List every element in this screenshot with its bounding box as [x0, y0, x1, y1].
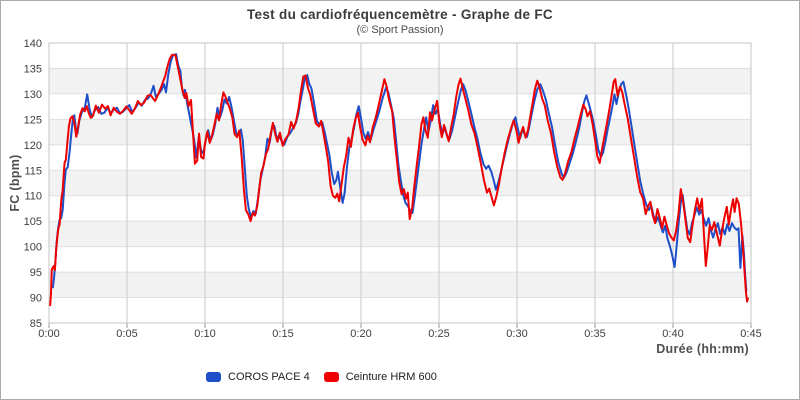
y-tick-label: 85	[30, 318, 42, 330]
series-line-1	[49, 53, 749, 307]
series-line-0	[51, 53, 748, 292]
x-tick-label: 0:45	[740, 328, 761, 340]
plot-bands	[49, 68, 751, 298]
legend-swatch-icon	[206, 372, 221, 382]
y-tick-label: 115	[24, 165, 42, 177]
x-tick-label: 0:35	[584, 328, 605, 340]
legend-item-0: COROS PACE 4	[206, 371, 310, 383]
y-tick-label: 140	[24, 38, 42, 50]
x-tick-label: 0:15	[272, 328, 293, 340]
x-tick-label: 0:25	[428, 328, 449, 340]
x-tick-label: 0:00	[38, 328, 59, 340]
legend-label: Ceinture HRM 600	[345, 371, 437, 383]
legend-label: COROS PACE 4	[228, 371, 310, 383]
legend-swatch-icon	[323, 372, 339, 382]
chart-subtitle: (© Sport Passion)	[356, 24, 444, 36]
x-tick-label: 0:10	[194, 328, 215, 340]
x-tick-labels: 0:00 0:05 0:10 0:15 0:20 0:25 0:30 0:35 0:40 0:45	[38, 328, 761, 340]
y-tick-label: 120	[24, 140, 42, 152]
y-tick-label: 95	[30, 267, 42, 279]
x-tick-label: 0:30	[506, 328, 527, 340]
y-tick-label: 125	[24, 114, 42, 126]
x-tick-label: 0:20	[350, 328, 371, 340]
legend: COROS PACE 4 Ceinture HRM 600	[206, 371, 451, 383]
x-axis-title: Durée (hh:mm)	[656, 342, 749, 356]
y-tick-label: 90	[30, 293, 42, 305]
y-tick-label: 100	[24, 242, 42, 254]
x-tick-label: 0:05	[116, 328, 137, 340]
legend-item-1: Ceinture HRM 600	[323, 371, 437, 383]
plot-border	[48, 42, 752, 324]
y-tick-label: 130	[24, 89, 42, 101]
x-tick-label: 0:40	[662, 328, 683, 340]
page-title: Test du cardiofréquencemètre - Graphe de…	[247, 7, 553, 22]
y-tick-labels: 85 90 95 100 105 110 115 120 125 130 135 140	[24, 38, 42, 330]
y-tick-label: 105	[24, 216, 42, 228]
y-tick-label: 135	[24, 63, 42, 75]
y-tick-label: 110	[24, 191, 42, 203]
